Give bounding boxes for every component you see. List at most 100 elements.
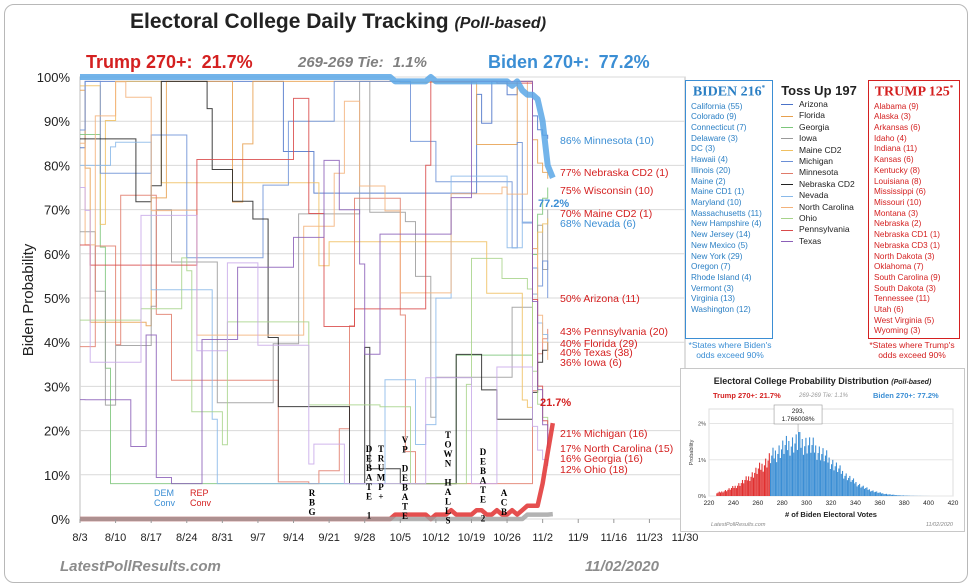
event-char: O xyxy=(444,440,451,450)
histogram-bar xyxy=(777,453,779,496)
legend-state-item: Pennsylvania xyxy=(776,224,862,235)
event-char: P xyxy=(378,482,384,492)
event-char: + xyxy=(378,492,383,502)
histogram-bar xyxy=(741,479,744,496)
histogram-bar xyxy=(818,446,820,496)
histogram-bar xyxy=(817,453,819,496)
event-char: V xyxy=(402,435,409,445)
state-label: 21% Michigan (16) xyxy=(560,428,648,440)
histogram-bar xyxy=(809,437,811,496)
series-line xyxy=(80,74,556,179)
state-line xyxy=(80,80,549,444)
legend-state-item: Illinois (20) xyxy=(691,165,731,175)
legend-state-item: Oregon (7) xyxy=(691,262,731,272)
histogram-bar xyxy=(766,467,768,496)
legend-state-item: Rhode Island (4) xyxy=(691,272,752,282)
biden-legend: BIDEN 216* California (55) Colorado (9) Co… xyxy=(685,80,773,339)
event-char: R xyxy=(309,488,316,498)
histogram-x-tick: 220 xyxy=(704,500,715,507)
chart-labels: 86% Minnesota (10) 77% Nebraska CD2 (1) 75… xyxy=(538,135,673,476)
legend-state-item: Kansas (6) xyxy=(874,155,914,165)
state-label: 36% Iowa (6) xyxy=(560,357,622,369)
event-char: E xyxy=(480,495,486,505)
histogram-bar xyxy=(776,462,778,496)
histogram-bar xyxy=(841,470,844,496)
histogram-bar xyxy=(881,493,883,496)
tie-headline-label: 269-269 Tie: xyxy=(298,54,384,71)
event-char: M xyxy=(377,473,386,483)
histogram-bar xyxy=(765,458,767,496)
trump-legend-asterisk: * xyxy=(949,84,954,92)
histogram-bar xyxy=(896,495,898,496)
legend-state-item: Mississippi (6) xyxy=(874,187,926,197)
legend-state-item: North Carolina xyxy=(776,202,862,213)
legend-state-item: Louisiana (8) xyxy=(874,176,922,186)
histogram-bar xyxy=(800,447,802,496)
state-line xyxy=(80,80,549,408)
legend-state-item: Indiana (11) xyxy=(874,144,918,154)
histogram-x-tick: 380 xyxy=(899,500,910,507)
y-tick-label: 0% xyxy=(51,512,70,527)
event-char: R xyxy=(378,454,385,464)
distribution-histogram: 0% 1% 2% 220 240 260 280 300 320 340 360 380 400 420 2… xyxy=(689,404,959,528)
histogram-bar xyxy=(827,462,829,496)
event-char xyxy=(404,454,406,464)
event-char: A xyxy=(501,488,508,498)
histogram-bar xyxy=(780,449,783,496)
legend-state-item: New Jersey (14) xyxy=(691,230,751,240)
histogram-bar xyxy=(820,460,822,496)
legend-state-item: Oklahoma (7) xyxy=(874,262,924,272)
histogram-bar xyxy=(813,452,816,496)
histogram-bar xyxy=(826,450,828,496)
x-tick-label: 9/14 xyxy=(283,532,304,544)
histogram-bar xyxy=(873,492,875,496)
legend-state-item: Montana (3) xyxy=(874,208,919,218)
histogram-bar xyxy=(898,495,900,496)
histogram-bar xyxy=(727,489,729,496)
histogram-bar xyxy=(829,468,831,496)
event-char: E xyxy=(402,473,408,483)
histogram-bar xyxy=(771,455,773,496)
histogram-bar xyxy=(779,458,781,496)
histogram-callout-text: 293, 1.766008% xyxy=(782,408,815,423)
histogram-bar xyxy=(759,462,761,496)
event-char: D xyxy=(366,444,373,454)
y-tick-label: 40% xyxy=(44,335,70,350)
x-tick-label: 8/31 xyxy=(212,532,233,544)
distribution-title-text: Electoral College Probability Distributi… xyxy=(713,376,889,386)
histogram-bar xyxy=(757,468,759,496)
event-char: H xyxy=(444,478,451,488)
histogram-bar xyxy=(785,435,787,496)
legend-state-item: DC (3) xyxy=(691,144,716,154)
histogram-bar xyxy=(795,434,797,496)
histogram-bar xyxy=(848,477,850,496)
legend-state-item: Alabama (9) xyxy=(874,101,919,111)
state-label: 77% Nebraska CD2 (1) xyxy=(560,167,669,179)
histogram-bar xyxy=(767,460,769,496)
state-label: 70% Maine CD2 (1) xyxy=(560,208,652,220)
histogram-y-tick: 1% xyxy=(698,458,706,464)
state-label: 40% Florida (29) xyxy=(560,338,638,350)
histogram-bar xyxy=(772,447,774,496)
footer-date: 11/02/2020 xyxy=(585,558,659,575)
histogram-bar xyxy=(837,472,839,496)
state-label: 17% North Carolina (15) xyxy=(560,443,673,455)
histogram-x-tick: 340 xyxy=(850,500,861,507)
histogram-bar xyxy=(823,461,825,496)
legend-state-item: Idaho (4) xyxy=(874,133,907,143)
histogram-bar xyxy=(894,495,896,496)
y-tick-label: 90% xyxy=(44,114,70,129)
legend-state-item: New York (29) xyxy=(691,251,743,261)
event-char: T xyxy=(445,430,451,440)
histogram-bar xyxy=(828,457,830,496)
tossup-legend: Toss Up 197 Arizona Florida Georgia Iowa Mai… xyxy=(776,80,862,260)
histogram-bar xyxy=(756,473,758,496)
histogram-bar xyxy=(805,437,807,496)
distribution-tie-value: 1.1% xyxy=(834,393,848,399)
event-char: S xyxy=(445,516,450,526)
legend-state-item: Florida xyxy=(776,110,862,121)
footer-site: LatestPollResults.com xyxy=(60,558,221,575)
state-line xyxy=(80,80,549,485)
histogram-bar xyxy=(822,448,824,496)
